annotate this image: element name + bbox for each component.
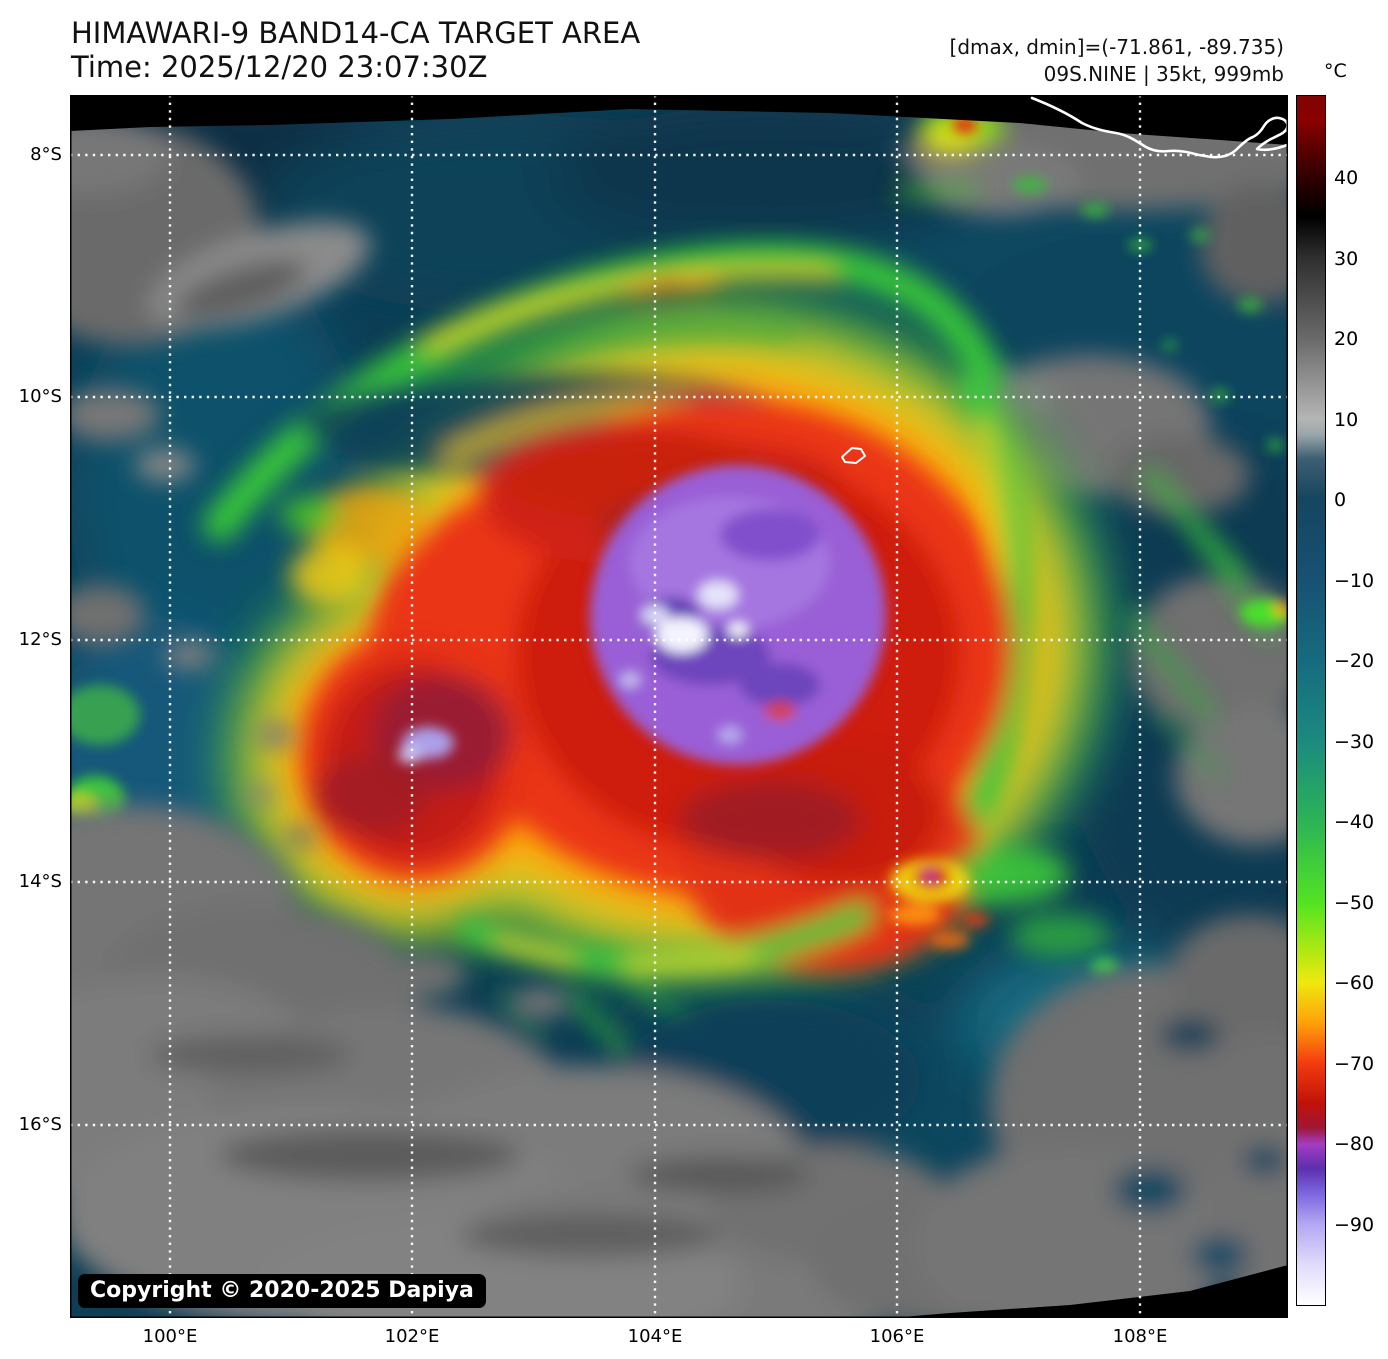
cyclone-core: [70, 117, 1288, 976]
annotation-block: [dmax, dmin]=(-71.861, -89.735) 09S.NINE…: [950, 34, 1284, 88]
lon-label-106e: 106°E: [869, 1326, 925, 1347]
colorbar-tick-m20: −20: [1334, 650, 1375, 672]
storm-info-annotation: 09S.NINE | 35kt, 999mb: [1043, 62, 1284, 86]
lat-label-10s: 10°S: [18, 386, 62, 407]
lon-label-104e: 104°E: [627, 1326, 683, 1347]
lon-label-108e: 108°E: [1112, 1326, 1168, 1347]
lat-label-8s: 8°S: [30, 144, 62, 165]
colorbar-tick-20: 20: [1334, 328, 1359, 350]
title-block: HIMAWARI-9 BAND14-CA TARGET AREA Time: 2…: [71, 16, 640, 84]
map-border: [70, 95, 1288, 1318]
no-data-regions: [70, 95, 1288, 1318]
colorbar-tick-m90: −90: [1334, 1214, 1375, 1236]
colorbar-tick-40: 40: [1334, 167, 1359, 189]
colorbar-tick-m60: −60: [1334, 972, 1375, 994]
colorbar-unit-label: °C: [1324, 60, 1347, 82]
colorbar-tick-0: 0: [1334, 489, 1347, 511]
figure-title: HIMAWARI-9 BAND14-CA TARGET AREA: [71, 16, 641, 50]
dmax-dmin-annotation: [dmax, dmin]=(-71.861, -89.735): [949, 35, 1284, 59]
satellite-map: [70, 95, 1288, 1318]
figure-time: Time: 2025/12/20 23:07:30Z: [71, 50, 488, 84]
lon-label-100e: 100°E: [142, 1326, 198, 1347]
colorbar-tick-30: 30: [1334, 248, 1359, 270]
colorbar-gradient: [1297, 96, 1325, 1305]
colorbar-tick-m30: −30: [1334, 731, 1375, 753]
colorbar-tick-m80: −80: [1334, 1133, 1375, 1155]
graticule-gridlines: [70, 95, 1288, 1318]
colorbar: [1296, 95, 1326, 1306]
lat-label-14s: 14°S: [18, 871, 62, 892]
colorbar-tick-m50: −50: [1334, 892, 1375, 914]
satellite-image: [70, 95, 1288, 1318]
lat-label-12s: 12°S: [18, 629, 62, 650]
satellite-layers: [70, 95, 1288, 1318]
lat-label-16s: 16°S: [18, 1114, 62, 1135]
colorbar-tick-m10: −10: [1334, 570, 1375, 592]
lon-label-102e: 102°E: [384, 1326, 440, 1347]
colorbar-tick-10: 10: [1334, 409, 1359, 431]
copyright-badge: Copyright © 2020-2025 Dapiya: [78, 1274, 486, 1308]
colorbar-tick-m40: −40: [1334, 811, 1375, 833]
coastline-path: [841, 96, 1288, 464]
colorbar-tick-m70: −70: [1334, 1053, 1375, 1075]
